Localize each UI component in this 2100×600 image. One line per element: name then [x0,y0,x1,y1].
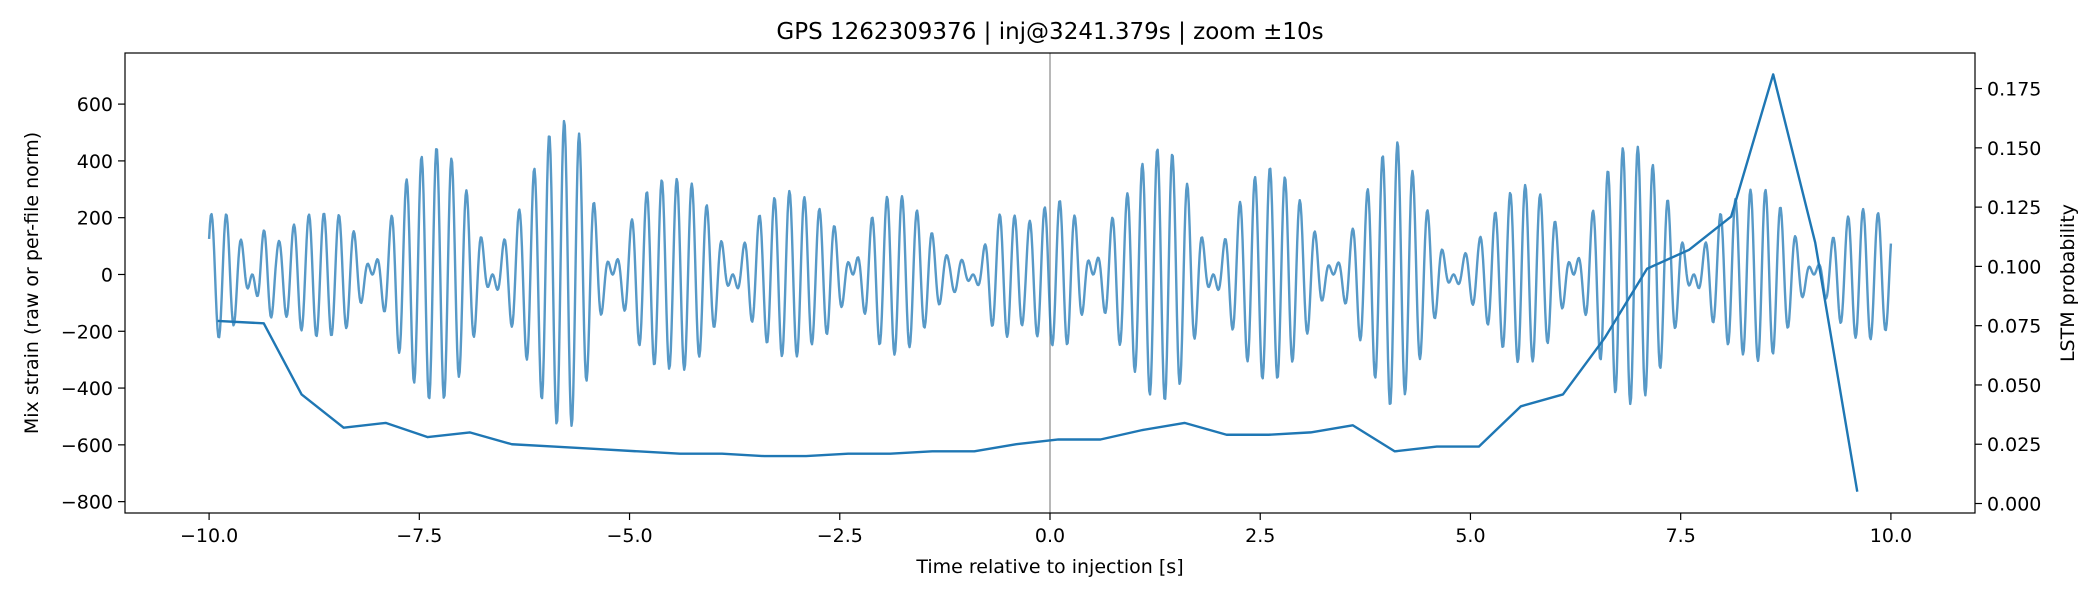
y-right-tick-label: 0.025 [1987,434,2041,456]
y-left-tick-label: −200 [61,321,113,343]
x-axis-label: Time relative to injection [s] [915,556,1183,578]
x-tick-label: −2.5 [817,525,863,547]
y-right-tick-label: 0.125 [1987,197,2041,219]
x-tick-label: 0.0 [1035,525,1065,547]
x-tick-label: 2.5 [1245,525,1275,547]
y-right-tick-label: 0.050 [1987,375,2041,397]
y-left-tick-label: −600 [61,435,113,457]
x-tick-label: −10.0 [180,525,238,547]
series-lstm-probability-line [217,73,1859,492]
y-axis-label-right: LSTM probability [2057,204,2079,362]
y-right-tick-label: 0.150 [1987,138,2041,160]
x-tick-label: 10.0 [1870,525,1912,547]
x-tick-label: −5.0 [606,525,652,547]
x-tick-label: −7.5 [396,525,442,547]
y-axis-label-left: Mix strain (raw or per-file norm) [21,132,43,434]
y-right-tick-label: 0.075 [1987,316,2041,338]
y-right-tick-label: 0.175 [1987,79,2041,101]
y-right-tick-label: 0.000 [1987,494,2041,516]
y-right-tick-label: 0.100 [1987,256,2041,278]
y-left-tick-label: 400 [77,151,113,173]
chart-title: GPS 1262309376 | inj@3241.379s | zoom ±1… [776,19,1323,45]
y-left-tick-label: 0 [101,264,113,286]
y-left-tick-label: 600 [77,94,113,116]
y-left-tick-label: −400 [61,378,113,400]
series-strain-line [207,119,1893,427]
y-left-tick-label: 200 [77,208,113,230]
x-tick-label: 7.5 [1666,525,1696,547]
y-left-tick-label: −800 [61,492,113,514]
x-tick-label: 5.0 [1455,525,1485,547]
